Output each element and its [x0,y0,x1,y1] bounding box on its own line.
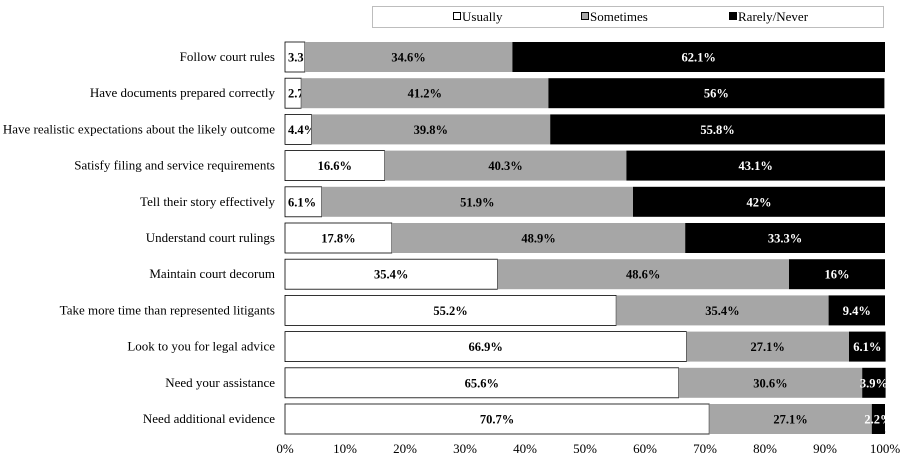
bar-sometimes-satisfy-filing-and-service-requirements [384,150,627,181]
data-label-usually-take-more-time-than-represented-litigants: 55.2% [433,304,467,318]
data-label-usually-have-realistic-expectations-about-the-likely-outcome: 4.4% [288,123,316,137]
data-label-sometimes-look-to-you-for-legal-advice: 27.1% [751,340,785,354]
bar-rarely-never-need-additional-evidence [871,404,885,434]
category-label-understand-court-rulings: Understand court rulings [146,230,275,245]
legend-label-rarely-never: Rarely/Never [738,9,809,24]
legend-label-usually: Usually [462,9,503,24]
x-tick-label: 20% [393,441,417,456]
bar-sometimes-take-more-time-than-represented-litigants [616,295,829,326]
bar-sometimes-have-realistic-expectations-about-the-likely-outcome [311,114,551,145]
category-label-need-your-assistance: Need your assistance [165,375,275,390]
data-label-rarely-never-take-more-time-than-represented-litigants: 9.4% [843,304,871,318]
data-label-sometimes-need-additional-evidence: 27.1% [773,413,807,427]
legend-swatch-sometimes [581,12,589,20]
legend-item-rarely-never: Rarely/Never [729,9,808,25]
x-tick-label: 60% [633,441,657,456]
bar-usually-need-your-assistance [284,367,680,399]
legend-label-sometimes: Sometimes [590,9,648,24]
bar-usually-understand-court-rulings [284,222,393,254]
bar-usually-tell-their-story-effectively [284,186,322,218]
x-tick-label: 0% [276,441,294,456]
data-label-usually-tell-their-story-effectively: 6.1% [288,195,316,209]
bar-usually-look-to-you-for-legal-advice [284,331,687,363]
category-label-have-realistic-expectations-about-the-likely-outcome: Have realistic expectations about the li… [3,121,275,136]
data-label-usually-need-additional-evidence: 70.7% [480,413,514,427]
bar-sometimes-look-to-you-for-legal-advice [686,331,849,362]
category-label-follow-court-rules: Follow court rules [180,49,275,64]
bar-rarely-never-take-more-time-than-represented-litigants [828,295,885,326]
data-label-sometimes-understand-court-rulings: 48.9% [521,232,555,246]
data-label-rarely-never-need-your-assistance: 3.9% [860,376,888,390]
x-tick-label: 40% [513,441,537,456]
bar-rarely-never-have-documents-prepared-correctly [548,78,885,109]
bar-sometimes-tell-their-story-effectively [321,186,633,217]
bar-sometimes-have-documents-prepared-correctly [301,78,549,109]
category-label-need-additional-evidence: Need additional evidence [143,411,275,426]
data-label-sometimes-take-more-time-than-represented-litigants: 35.4% [705,304,739,318]
data-label-sometimes-satisfy-filing-and-service-requirements: 40.3% [488,159,522,173]
bar-usually-need-additional-evidence [284,403,710,435]
bar-sometimes-need-additional-evidence [709,404,872,434]
data-label-usually-need-your-assistance: 65.6% [465,376,499,390]
legend: Usually Sometimes Rarely/Never [372,6,884,28]
category-label-maintain-court-decorum: Maintain court decorum [149,266,275,281]
data-label-sometimes-tell-their-story-effectively: 51.9% [460,195,494,209]
bar-rarely-never-understand-court-rulings [685,223,885,253]
legend-item-usually: Usually [453,9,502,25]
x-tick-label: 50% [573,441,597,456]
data-label-rarely-never-satisfy-filing-and-service-requirements: 43.1% [739,159,773,173]
data-label-usually-understand-court-rulings: 17.8% [321,232,355,246]
data-label-rarely-never-maintain-court-decorum: 16% [825,268,850,282]
bar-sometimes-understand-court-rulings [391,223,686,253]
data-label-sometimes-need-your-assistance: 30.6% [753,376,787,390]
data-label-sometimes-have-realistic-expectations-about-the-likely-outcome: 39.8% [414,123,448,137]
bar-rarely-never-need-your-assistance [862,367,886,398]
bar-usually-maintain-court-decorum [284,258,498,290]
data-label-rarely-never-follow-court-rules: 62.1% [682,51,716,65]
x-tick-label: 80% [753,441,777,456]
bar-rarely-never-satisfy-filing-and-service-requirements [626,150,885,181]
x-tick-label: 70% [693,441,717,456]
data-label-sometimes-maintain-court-decorum: 48.6% [626,268,660,282]
bar-rarely-never-follow-court-rules [512,42,885,72]
data-label-rarely-never-understand-court-rulings: 33.3% [768,232,802,246]
bar-usually-have-realistic-expectations-about-the-likely-outcome [284,114,312,145]
bar-sometimes-follow-court-rules [304,42,513,72]
data-label-sometimes-follow-court-rules: 34.6% [391,51,425,65]
data-label-rarely-never-need-additional-evidence: 2.2% [864,413,892,427]
category-label-satisfy-filing-and-service-requirements: Satisfy filing and service requirements [74,158,275,173]
bar-rarely-never-look-to-you-for-legal-advice [849,331,886,362]
x-tick-label: 10% [333,441,357,456]
data-label-rarely-never-have-documents-prepared-correctly: 56% [704,87,729,101]
category-label-tell-their-story-effectively: Tell their story effectively [140,194,275,209]
legend-swatch-usually [453,12,461,20]
bar-rarely-never-tell-their-story-effectively [633,186,885,217]
data-label-usually-look-to-you-for-legal-advice: 66.9% [469,340,503,354]
bar-sometimes-maintain-court-decorum [497,259,789,290]
data-label-usually-satisfy-filing-and-service-requirements: 16.6% [318,159,352,173]
data-label-rarely-never-look-to-you-for-legal-advice: 6.1% [853,340,881,354]
x-tick-label: 90% [813,441,837,456]
category-label-take-more-time-than-represented-litigants: Take more time than represented litigant… [60,302,275,317]
data-label-rarely-never-tell-their-story-effectively: 42% [747,195,772,209]
category-label-have-documents-prepared-correctly: Have documents prepared correctly [90,85,276,100]
bar-rarely-never-maintain-court-decorum [789,259,885,290]
x-tick-label: 100% [870,441,901,456]
x-tick-label: 30% [453,441,477,456]
data-label-rarely-never-have-realistic-expectations-about-the-likely-outcome: 55.8% [700,123,734,137]
data-label-usually-maintain-court-decorum: 35.4% [374,268,408,282]
bar-sometimes-need-your-assistance [678,367,863,398]
category-label-look-to-you-for-legal-advice: Look to you for legal advice [127,339,275,354]
data-label-sometimes-have-documents-prepared-correctly: 41.2% [408,87,442,101]
legend-swatch-rarely-never [729,12,737,20]
bar-rarely-never-have-realistic-expectations-about-the-likely-outcome [550,114,885,145]
bar-usually-take-more-time-than-represented-litigants [284,294,617,326]
legend-item-sometimes: Sometimes [581,9,648,25]
